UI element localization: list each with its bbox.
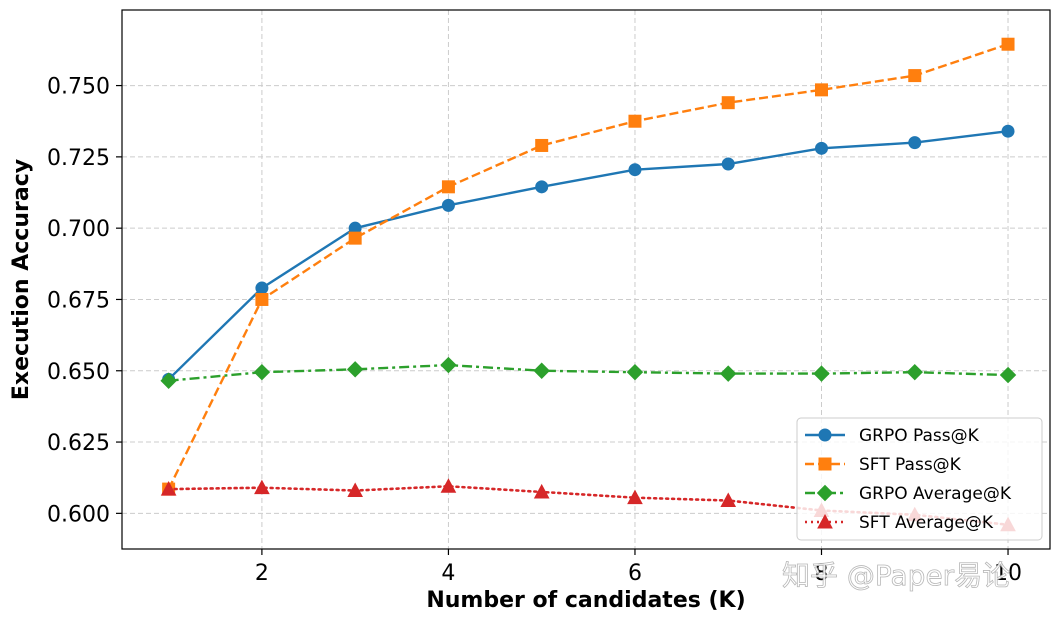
data-point — [627, 489, 643, 505]
data-point — [535, 180, 549, 194]
data-point — [628, 114, 642, 128]
x-tick-label: 10 — [994, 561, 1022, 586]
legend-item[interactable]: GRPO Pass@K — [805, 426, 980, 446]
legend-marker — [818, 457, 832, 471]
legend-marker — [816, 484, 834, 502]
y-tick-label: 0.675 — [47, 288, 110, 313]
plot-frame — [121, 9, 1051, 550]
data-point — [535, 138, 549, 152]
y-tick-label: 0.650 — [47, 360, 110, 385]
series-line — [167, 484, 1010, 527]
data-point — [255, 292, 269, 306]
legend-label: GRPO Pass@K — [859, 426, 980, 446]
y-tick-label: 0.600 — [47, 502, 110, 527]
y-axis-title: Execution Accuracy — [9, 159, 34, 400]
x-axis-title: Number of candidates (K) — [426, 588, 745, 613]
legend-item[interactable]: SFT Average@K — [805, 513, 994, 533]
data-point — [346, 361, 364, 378]
data-point — [160, 481, 177, 496]
data-point — [908, 136, 922, 150]
x-tick-label: 6 — [628, 561, 642, 586]
data-point — [721, 96, 735, 110]
legend-item[interactable]: SFT Pass@K — [805, 455, 962, 475]
legend[interactable]: GRPO Pass@K SFT Pass@K GRPO Average@K SFT A… — [796, 417, 1043, 541]
x-tick-label: 8 — [814, 561, 828, 586]
data-point — [254, 479, 270, 495]
series-line — [167, 43, 1009, 490]
legend-marker — [818, 428, 832, 442]
data-point — [814, 141, 828, 155]
series-line — [167, 130, 1009, 381]
x-axis: 2 4 6 8 10 — [255, 549, 1022, 586]
series-2 — [162, 37, 1015, 496]
legend-label: GRPO Average@K — [859, 484, 1012, 504]
data-point — [348, 231, 362, 245]
data-point — [440, 356, 457, 374]
y-tick-label: 0.625 — [47, 431, 110, 456]
data-point — [908, 69, 922, 83]
watermark: 知乎 @Paper易论 — [782, 559, 1010, 592]
data-point — [720, 365, 737, 382]
data-point — [906, 363, 923, 381]
legend-label: SFT Pass@K — [859, 455, 962, 475]
series-line — [168, 363, 1009, 382]
data-point — [626, 363, 644, 381]
data-point — [721, 157, 735, 171]
x-tick-label: 2 — [255, 561, 269, 586]
data-point — [253, 363, 271, 381]
data-point — [628, 163, 642, 177]
data-point — [999, 366, 1017, 384]
legend-box — [796, 417, 1043, 541]
data-point — [814, 83, 828, 97]
data-point — [160, 372, 177, 389]
y-tick-label: 0.725 — [47, 146, 110, 171]
data-point — [347, 482, 364, 498]
data-point — [441, 198, 455, 212]
legend-item[interactable]: GRPO Average@K — [805, 484, 1012, 504]
data-point — [720, 492, 737, 508]
series-3 — [160, 356, 1017, 389]
x-tick-label: 4 — [441, 561, 455, 586]
legend-label: SFT Average@K — [859, 513, 994, 533]
y-tick-label: 0.750 — [47, 75, 110, 100]
data-point — [533, 483, 550, 499]
data-point — [813, 365, 830, 382]
data-point — [533, 362, 550, 379]
data-point — [1001, 124, 1015, 138]
data-point — [1001, 37, 1015, 51]
legend-marker — [817, 513, 833, 529]
data-point — [441, 180, 455, 194]
data-point — [440, 478, 457, 493]
data-point — [255, 281, 269, 295]
y-tick-label: 0.700 — [47, 217, 110, 242]
y-axis: 0.600 0.625 0.650 0.675 0.700 0.725 0.750 — [47, 75, 122, 527]
